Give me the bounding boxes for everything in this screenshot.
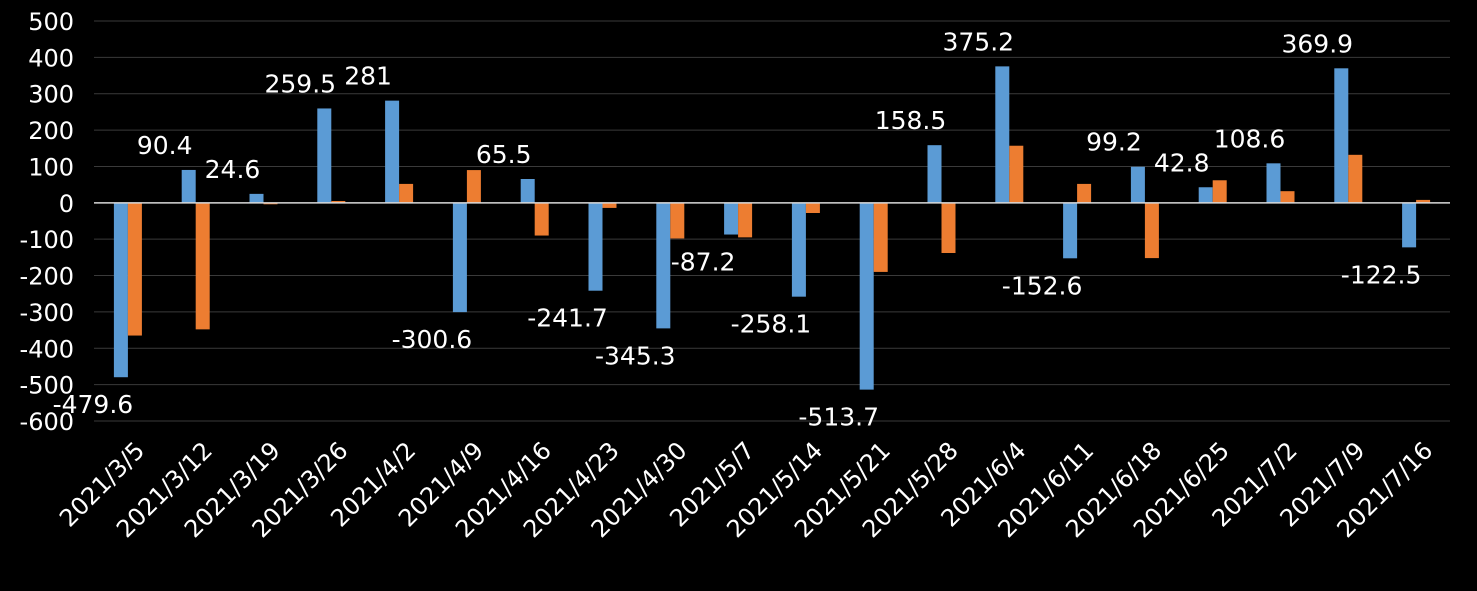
bar-series-2 bbox=[1212, 180, 1227, 203]
gridlines bbox=[94, 20, 1450, 422]
bar-series-1 bbox=[1402, 202, 1417, 248]
data-label: -479.6 bbox=[53, 390, 134, 419]
bar-series-2 bbox=[738, 202, 753, 238]
data-label: 24.6 bbox=[205, 155, 261, 184]
y-tick-label: -500 bbox=[20, 372, 74, 400]
bar-series-1 bbox=[520, 179, 535, 203]
data-label: 99.2 bbox=[1086, 128, 1142, 157]
bar-series-1 bbox=[656, 202, 671, 329]
y-tick-label: 100 bbox=[28, 153, 74, 181]
bar-series-1 bbox=[1198, 187, 1213, 203]
bar-series-1 bbox=[249, 193, 264, 203]
data-label: 90.4 bbox=[137, 131, 193, 160]
bar-series-2 bbox=[195, 202, 210, 330]
data-label: 369.9 bbox=[1282, 29, 1354, 58]
y-tick-label: 300 bbox=[28, 81, 74, 109]
bar-series-1 bbox=[927, 145, 942, 203]
data-label: 65.5 bbox=[476, 140, 532, 169]
bar-series-1 bbox=[588, 202, 603, 291]
y-axis-ticks: 500 400 300 200 100 0 -100 -200 -300 -400 -500 -600 bbox=[20, 8, 74, 436]
bar-series-2 bbox=[1144, 202, 1159, 259]
data-label: -152.6 bbox=[1002, 271, 1083, 300]
y-tick-label: 500 bbox=[28, 8, 74, 36]
bar-series-2 bbox=[873, 202, 888, 272]
y-tick-label: 200 bbox=[28, 117, 74, 145]
bar-series-1 bbox=[724, 202, 739, 235]
y-tick-label: 400 bbox=[28, 44, 74, 72]
bar-series-2 bbox=[399, 183, 414, 203]
bar-series-1 bbox=[181, 169, 196, 203]
bar-series-1 bbox=[385, 100, 400, 203]
data-labels: -479.6 90.4 24.6 259.5 281 -300.6 65.5 -241.7 -3… bbox=[53, 27, 1422, 431]
data-label: -241.7 bbox=[527, 304, 608, 333]
y-tick-label: -600 bbox=[20, 408, 74, 436]
data-label: -300.6 bbox=[392, 325, 473, 354]
bar-series-2 bbox=[466, 170, 481, 203]
bars bbox=[113, 66, 1431, 390]
bar-series-2 bbox=[1416, 199, 1431, 203]
y-tick-label: -400 bbox=[20, 335, 74, 363]
bar-series-1 bbox=[452, 202, 467, 313]
y-tick-label: 0 bbox=[59, 190, 74, 218]
bar-series-2 bbox=[1077, 183, 1092, 203]
bar-series-1 bbox=[1334, 68, 1349, 203]
data-label: 259.5 bbox=[265, 69, 337, 98]
bar-series-1 bbox=[1063, 202, 1078, 259]
bar-series-2 bbox=[534, 202, 549, 236]
bar-series-1 bbox=[1266, 163, 1281, 203]
data-label: 42.8 bbox=[1154, 148, 1210, 177]
bar-series-1 bbox=[791, 202, 806, 297]
data-label: -258.1 bbox=[731, 310, 812, 339]
bar-series-2 bbox=[331, 201, 346, 203]
data-label: 158.5 bbox=[875, 106, 947, 135]
bar-series-2 bbox=[941, 202, 956, 253]
bar-series-1 bbox=[1130, 166, 1145, 203]
bar-series-2 bbox=[1009, 145, 1024, 203]
bar-series-2 bbox=[1348, 154, 1363, 203]
bar-series-2 bbox=[602, 202, 617, 208]
bar-series-2 bbox=[127, 202, 142, 336]
data-label: 108.6 bbox=[1214, 124, 1286, 153]
bar-series-2 bbox=[1280, 191, 1295, 203]
x-axis-ticks: 2021/3/52021/3/122021/3/192021/3/262021/… bbox=[54, 436, 1438, 543]
data-label: -87.2 bbox=[671, 248, 736, 277]
bar-series-2 bbox=[670, 202, 685, 239]
bar-series-2 bbox=[805, 202, 820, 213]
y-tick-label: -100 bbox=[20, 226, 74, 254]
bar-series-1 bbox=[859, 202, 874, 390]
bar-series-1 bbox=[995, 66, 1010, 203]
bar-series-1 bbox=[113, 202, 128, 378]
y-tick-label: -300 bbox=[20, 299, 74, 327]
data-label: 281 bbox=[344, 62, 392, 91]
data-label: -513.7 bbox=[798, 403, 879, 432]
data-label: -345.3 bbox=[595, 341, 676, 370]
y-tick-label: -200 bbox=[20, 263, 74, 291]
data-label: 375.2 bbox=[943, 27, 1015, 56]
bar-series-1 bbox=[317, 108, 332, 203]
data-label: -122.5 bbox=[1341, 260, 1422, 289]
